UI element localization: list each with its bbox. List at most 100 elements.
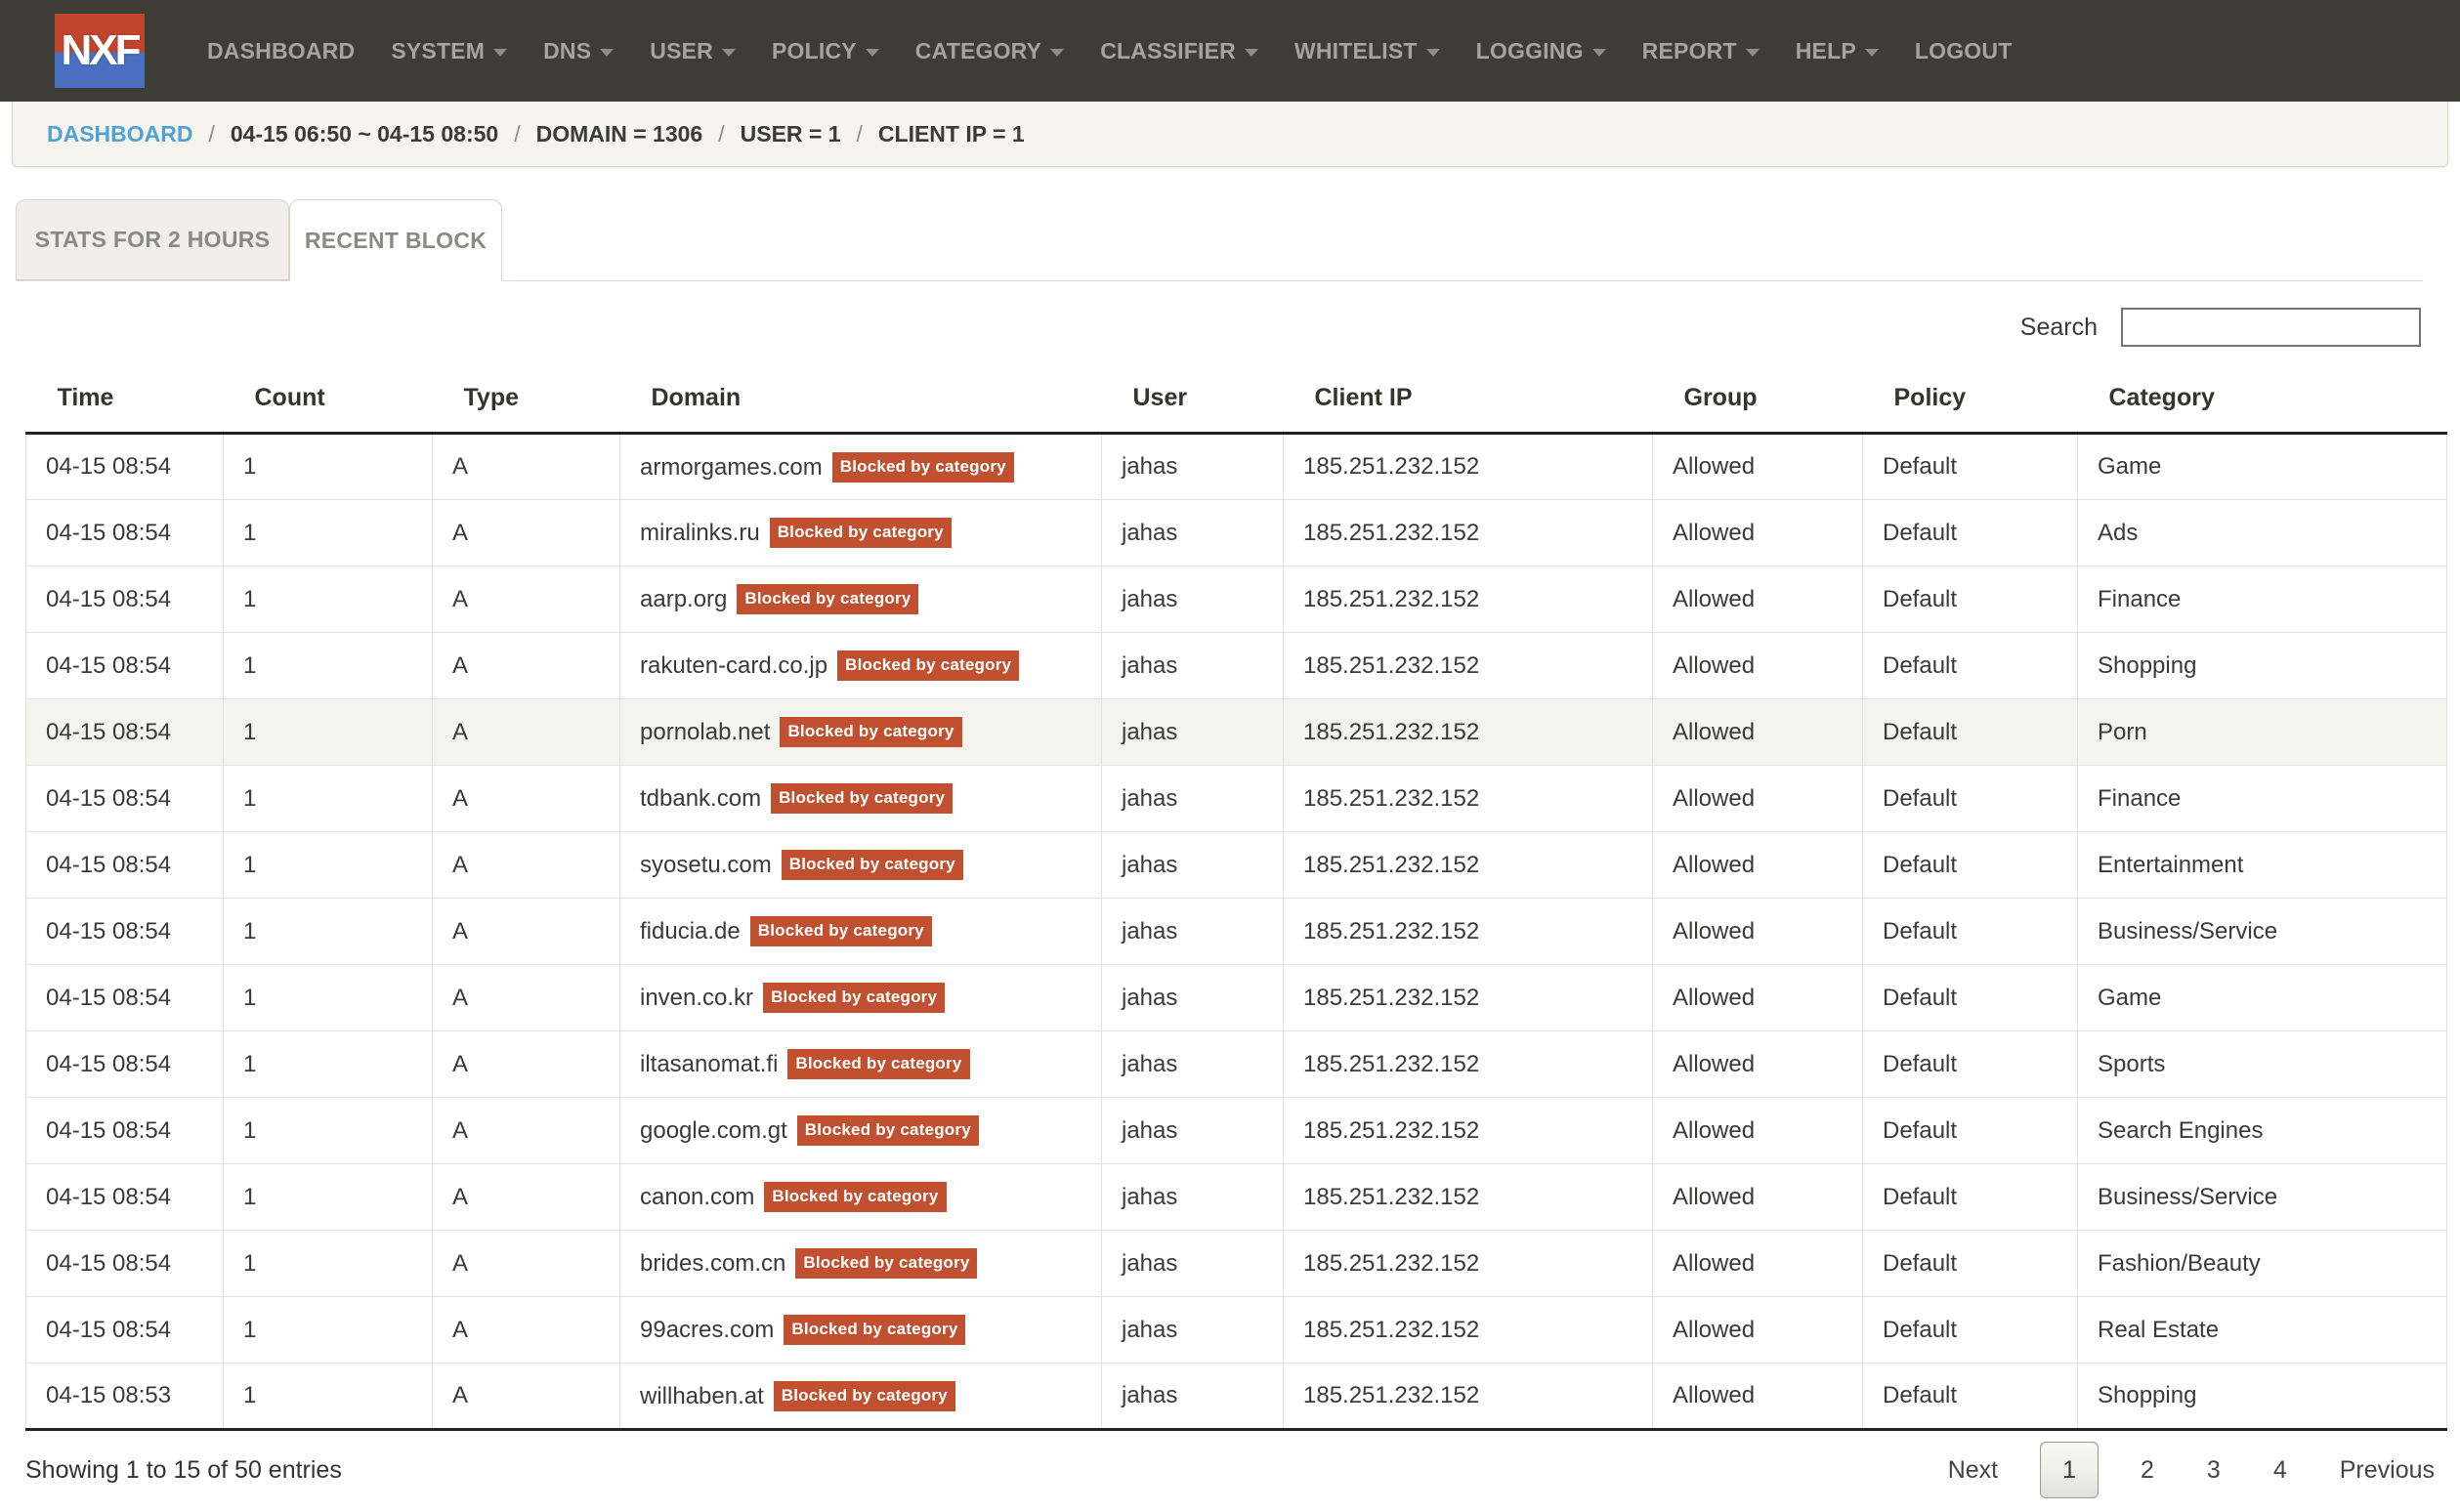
cell-domain: canon.com Blocked by category	[619, 1163, 1102, 1231]
cell-user: jahas	[1101, 765, 1284, 832]
nav-item-logging[interactable]: LOGGING	[1476, 38, 1606, 64]
cell-group: Allowed	[1652, 1230, 1863, 1297]
cell-type: A	[432, 632, 620, 699]
breadcrumb-separator: /	[856, 120, 863, 147]
cell-category: Real Estate	[2077, 1296, 2447, 1364]
blocked-by-category-badge: Blocked by category	[837, 651, 1020, 681]
table-footer: Showing 1 to 15 of 50 entries Next 1 2 3 4 …	[25, 1442, 2435, 1498]
col-header-count[interactable]: Count	[223, 366, 433, 435]
blocked-by-category-badge: Blocked by category	[780, 717, 962, 747]
nav-item-classifier[interactable]: CLASSIFIER	[1100, 38, 1258, 64]
breadcrumb-segments: / 04-15 06:50 ~ 04-15 08:50 / DOMAIN = 1306…	[193, 121, 1025, 147]
cell-type: A	[432, 1030, 620, 1098]
pagination-page-2[interactable]: 2	[2141, 1456, 2154, 1484]
nav-item-system[interactable]: SYSTEM	[391, 37, 508, 64]
domain-text: google.com.gt	[640, 1117, 787, 1144]
cell-time: 04-15 08:54	[25, 765, 224, 832]
blocked-by-category-badge: Blocked by category	[781, 850, 963, 880]
pagination-page-3[interactable]: 3	[2206, 1456, 2221, 1484]
cell-category: Game	[2077, 964, 2447, 1031]
cell-count: 1	[223, 964, 433, 1031]
cell-type: A	[432, 1230, 620, 1297]
nav-item-dashboard[interactable]: DASHBOARD	[207, 38, 355, 64]
cell-policy: Default	[1862, 632, 2078, 699]
nav-item-label: LOGGING	[1475, 37, 1584, 63]
cell-category: Entertainment	[2077, 831, 2447, 899]
cell-category: Business/Service	[2077, 898, 2447, 965]
col-header-domain[interactable]: Domain	[619, 366, 1102, 435]
pagination-page-4[interactable]: 4	[2272, 1456, 2287, 1484]
cell-group: Allowed	[1652, 1030, 1863, 1098]
cell-time: 04-15 08:54	[25, 898, 224, 965]
app-logo[interactable]: NXF	[55, 14, 145, 88]
col-header-policy[interactable]: Policy	[1862, 366, 2078, 435]
cell-type: A	[432, 1163, 620, 1231]
cell-group: Allowed	[1652, 964, 1863, 1031]
pagination: Next 1 2 3 4 Previous	[1922, 1442, 2435, 1498]
cell-group: Allowed	[1652, 566, 1863, 633]
col-header-client-ip[interactable]: Client IP	[1283, 366, 1653, 435]
cell-domain: aarp.org Blocked by category	[619, 566, 1102, 633]
cell-group: Allowed	[1652, 499, 1863, 567]
nav-item-policy[interactable]: POLICY	[772, 38, 879, 64]
cell-category: Game	[2077, 433, 2447, 500]
nav-item-label: SYSTEM	[391, 37, 486, 63]
cell-client-ip: 185.251.232.152	[1283, 632, 1653, 699]
cell-user: jahas	[1101, 964, 1284, 1031]
chevron-down-icon	[1745, 48, 1760, 57]
entries-summary: Showing 1 to 15 of 50 entries	[25, 1456, 342, 1484]
nav-item-whitelist[interactable]: WHITELIST	[1294, 38, 1440, 64]
table-row: 04-15 08:54 1 A 99acres.com Blocked by categ…	[25, 1296, 2447, 1364]
pagination-page-current[interactable]: 1	[2040, 1442, 2099, 1498]
col-header-time[interactable]: Time	[25, 366, 224, 435]
chevron-down-icon	[1425, 48, 1440, 57]
cell-client-ip: 185.251.232.152	[1283, 566, 1653, 633]
nav-item-dns[interactable]: DNS	[543, 38, 615, 64]
cell-policy: Default	[1862, 1363, 2078, 1431]
col-header-type[interactable]: Type	[432, 366, 620, 435]
nav-item-label: WHITELIST	[1294, 37, 1418, 63]
tab-recent-block[interactable]: RECENT BLOCK	[289, 199, 502, 281]
cell-client-ip: 185.251.232.152	[1283, 1296, 1653, 1364]
col-header-category[interactable]: Category	[2077, 366, 2447, 435]
blocked-by-category-badge: Blocked by category	[764, 1182, 947, 1212]
cell-policy: Default	[1862, 433, 2078, 500]
domain-text: willhaben.at	[640, 1382, 764, 1409]
cell-client-ip: 185.251.232.152	[1283, 698, 1653, 766]
blocked-by-category-badge: Blocked by category	[769, 518, 952, 548]
pagination-previous-button[interactable]: Previous	[2339, 1456, 2435, 1484]
nav-item-help[interactable]: HELP	[1796, 38, 1879, 64]
cell-domain: iltasanomat.fi Blocked by category	[619, 1030, 1102, 1098]
nav-item-label: REPORT	[1641, 37, 1737, 63]
cell-count: 1	[223, 898, 433, 965]
col-header-user[interactable]: User	[1101, 366, 1284, 435]
cell-group: Allowed	[1652, 433, 1863, 500]
cell-type: A	[432, 1363, 620, 1431]
blocked-by-category-badge: Blocked by category	[771, 783, 954, 814]
nav-item-category[interactable]: CATEGORY	[915, 38, 1065, 64]
cell-count: 1	[223, 831, 433, 899]
pagination-next-button[interactable]: Next	[1947, 1456, 1999, 1484]
nav-item-user[interactable]: USER	[650, 38, 736, 64]
nav-item-label: CLASSIFIER	[1100, 37, 1236, 63]
cell-client-ip: 185.251.232.152	[1283, 831, 1653, 899]
cell-group: Allowed	[1652, 632, 1863, 699]
cell-user: jahas	[1101, 566, 1284, 633]
search-input[interactable]	[2121, 308, 2421, 347]
nav-item-report[interactable]: REPORT	[1642, 38, 1760, 64]
cell-category: Search Engines	[2077, 1097, 2447, 1164]
domain-text: tdbank.com	[640, 785, 762, 812]
tab-stats-for-2-hours[interactable]: STATS FOR 2 HOURS	[16, 199, 289, 280]
cell-domain: brides.com.cn Blocked by category	[619, 1230, 1102, 1297]
nav-item-logout[interactable]: LOGOUT	[1915, 38, 2013, 64]
tab-bar: STATS FOR 2 HOURS RECENT BLOCK	[16, 199, 2423, 281]
breadcrumb-dashboard-link[interactable]: DASHBOARD	[47, 120, 193, 147]
cell-type: A	[432, 698, 620, 766]
col-header-group[interactable]: Group	[1652, 366, 1863, 435]
cell-type: A	[432, 1296, 620, 1364]
cell-type: A	[432, 831, 620, 899]
